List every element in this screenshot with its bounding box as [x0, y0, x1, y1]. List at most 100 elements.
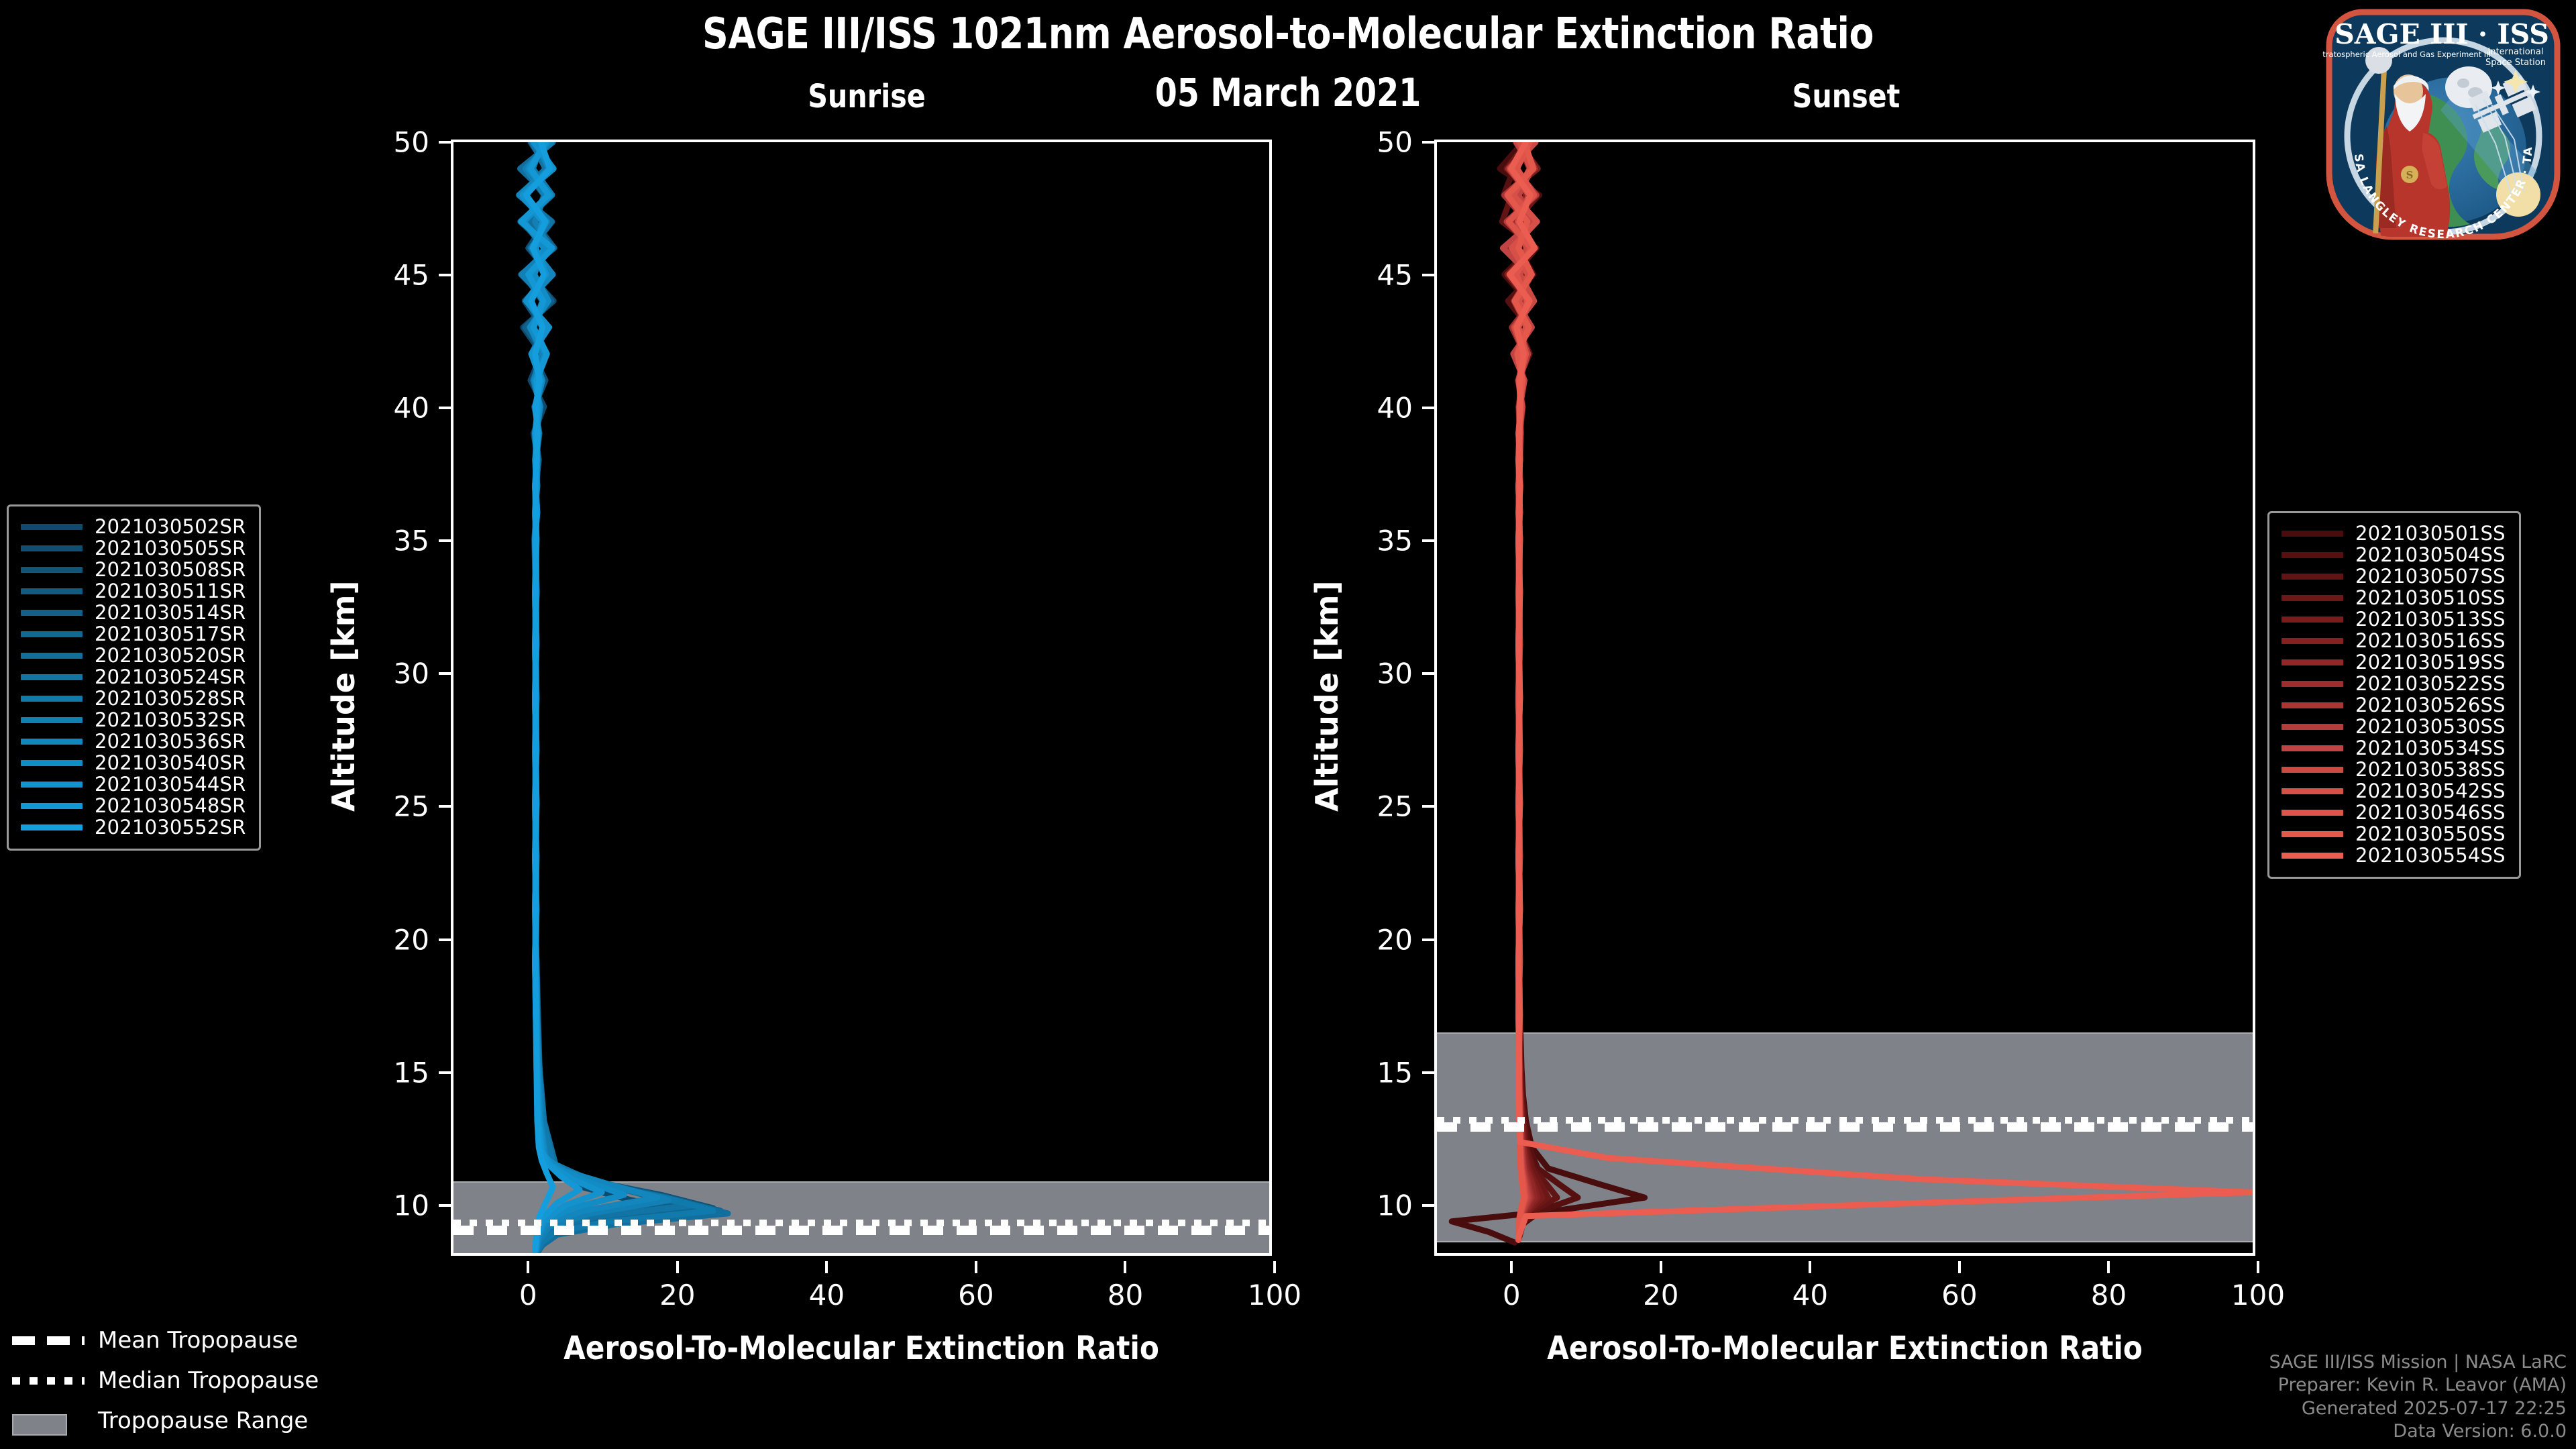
panel-title-sunrise: Sunrise	[808, 78, 926, 115]
credit-generated: Generated 2025-07-17 22:25	[2301, 1397, 2567, 1419]
legend-item-label: 2021030517SR	[95, 623, 246, 645]
legend-sunrise-item[interactable]: 2021030508SR	[21, 558, 246, 581]
x-tick-label: 80	[2090, 1279, 2127, 1311]
x-tick-label: 40	[1792, 1279, 1829, 1311]
legend-item-label: 2021030546SS	[2355, 801, 2506, 824]
y-tick-label: 40	[393, 391, 429, 425]
legend-sunset-item[interactable]: 2021030516SS	[2282, 629, 2506, 652]
series-traces	[453, 142, 1269, 1253]
series-line	[1448, 142, 1648, 1246]
legend-color-swatch	[21, 781, 83, 788]
legend-sunrise-item[interactable]: 2021030511SR	[21, 580, 246, 602]
legend-item-label: 2021030508SR	[95, 558, 246, 581]
legend-sunset-item[interactable]: 2021030510SS	[2282, 586, 2506, 609]
legend-sunrise[interactable]: 2021030502SR 2021030505SR 2021030508SR 2021…	[7, 504, 262, 851]
legend-item-label: 2021030504SS	[2355, 543, 2506, 566]
legend-color-swatch	[2282, 594, 2343, 601]
legend-sunset-item[interactable]: 2021030519SS	[2282, 651, 2506, 674]
legend-item-label: 2021030520SR	[95, 644, 246, 667]
legend-sunset-item[interactable]: 2021030530SS	[2282, 715, 2506, 738]
legend-sunrise-item[interactable]: 2021030536SR	[21, 730, 246, 753]
legend-color-swatch	[21, 802, 83, 809]
legend-item-label: 2021030505SR	[95, 537, 246, 559]
legend-sunset-item[interactable]: 2021030546SS	[2282, 801, 2506, 824]
y-tick-mark	[1422, 407, 1434, 410]
legend-sunrise-item[interactable]: 2021030520SR	[21, 644, 246, 667]
legend-item-label: 2021030513SS	[2355, 608, 2506, 631]
page-title: SAGE III/ISS 1021nm Aerosol-to-Molecular…	[702, 9, 1874, 59]
legend-item-label: 2021030528SR	[95, 687, 246, 710]
legend-sunset-item[interactable]: 2021030542SS	[2282, 780, 2506, 802]
credit-preparer: Preparer: Kevin R. Leavor (AMA)	[2277, 1375, 2567, 1396]
legend-sunrise-item[interactable]: 2021030532SR	[21, 708, 246, 731]
y-tick-label: 45	[393, 258, 429, 292]
sage-iii-iss-mission-patch-logo: S BALL · NASA LANGLEY RESEARCH CENTER · …	[2317, 0, 2564, 241]
plot-area-sunrise	[451, 140, 1272, 1256]
y-tick-label: 50	[393, 125, 429, 159]
legend-color-swatch	[21, 759, 83, 766]
legend-sunset-item[interactable]: 2021030504SS	[2282, 543, 2506, 566]
legend-sunset[interactable]: 2021030501SS 2021030504SS 2021030507SS 2021…	[2267, 511, 2521, 879]
legend-sunset-item[interactable]: 2021030538SS	[2282, 758, 2506, 781]
x-tick-mark	[1809, 1261, 1812, 1273]
y-axis-label: Altitude [km]	[325, 580, 362, 812]
mean-tropopause-line	[453, 1226, 1269, 1236]
legend-sunset-item[interactable]: 2021030526SS	[2282, 694, 2506, 716]
legend-sunrise-item[interactable]: 2021030502SR	[21, 515, 246, 538]
legend-item-label: 2021030542SS	[2355, 780, 2506, 802]
legend-sunrise-item[interactable]: 2021030524SR	[21, 665, 246, 688]
legend-item-label: 2021030554SS	[2355, 844, 2506, 867]
legend-sunset-item[interactable]: 2021030534SS	[2282, 737, 2506, 759]
legend-color-swatch	[2282, 852, 2343, 859]
legend-sunrise-item[interactable]: 2021030517SR	[21, 623, 246, 645]
key-label-median: Median Tropopause	[98, 1367, 319, 1394]
legend-color-swatch	[2282, 723, 2343, 730]
y-tick-label: 20	[393, 923, 429, 957]
legend-item-label: 2021030522SS	[2355, 672, 2506, 695]
legend-color-swatch	[21, 566, 83, 573]
key-label-range: Tropopause Range	[98, 1407, 309, 1434]
legend-item-label: 2021030552SR	[95, 816, 246, 839]
x-tick-mark	[2107, 1261, 2110, 1273]
x-tick-label: 100	[1247, 1279, 1302, 1311]
x-tick-mark	[676, 1261, 679, 1273]
x-tick-mark	[2257, 1261, 2259, 1273]
legend-sunrise-item[interactable]: 2021030552SR	[21, 816, 246, 839]
legend-sunset-item[interactable]: 2021030507SS	[2282, 565, 2506, 588]
legend-item-label: 2021030524SR	[95, 665, 246, 688]
y-tick-mark	[1422, 141, 1434, 144]
y-tick-mark	[439, 274, 451, 277]
legend-color-swatch	[2282, 809, 2343, 816]
y-tick-mark	[1422, 672, 1434, 676]
legend-color-swatch	[21, 716, 83, 723]
legend-sunset-item[interactable]: 2021030513SS	[2282, 608, 2506, 631]
y-tick-mark	[439, 407, 451, 410]
legend-sunset-item[interactable]: 2021030501SS	[2282, 522, 2506, 545]
credit-data-version: Data Version: 6.0.0	[2393, 1421, 2567, 1442]
x-tick-mark	[1273, 1261, 1276, 1273]
legend-item-label: 2021030538SS	[2355, 758, 2506, 781]
series-line	[523, 142, 556, 1253]
legend-sunrise-item[interactable]: 2021030540SR	[21, 751, 246, 774]
y-tick-label: 30	[393, 657, 429, 690]
legend-color-swatch	[21, 523, 83, 530]
legend-color-swatch	[21, 652, 83, 659]
legend-sunset-item[interactable]: 2021030554SS	[2282, 844, 2506, 867]
x-tick-label: 40	[808, 1279, 845, 1311]
x-tick-label: 20	[659, 1279, 696, 1311]
legend-item-label: 2021030514SR	[95, 601, 246, 624]
key-row-tropopause-range: Tropopause Range	[12, 1401, 319, 1441]
legend-sunrise-item[interactable]: 2021030548SR	[21, 794, 246, 817]
legend-sunrise-item[interactable]: 2021030544SR	[21, 773, 246, 796]
legend-sunset-item[interactable]: 2021030522SS	[2282, 672, 2506, 695]
legend-sunrise-item[interactable]: 2021030505SR	[21, 537, 246, 559]
y-axis-label: Altitude [km]	[1309, 580, 1345, 812]
legend-sunset-item[interactable]: 2021030550SS	[2282, 822, 2506, 845]
legend-item-label: 2021030548SR	[95, 794, 246, 817]
x-tick-label: 100	[2231, 1279, 2286, 1311]
legend-sunrise-item[interactable]: 2021030528SR	[21, 687, 246, 710]
median-tropopause-line	[1437, 1116, 2253, 1124]
legend-sunrise-item[interactable]: 2021030514SR	[21, 601, 246, 624]
x-axis-label: Aerosol-To-Molecular Extinction Ratio	[1547, 1330, 2143, 1367]
